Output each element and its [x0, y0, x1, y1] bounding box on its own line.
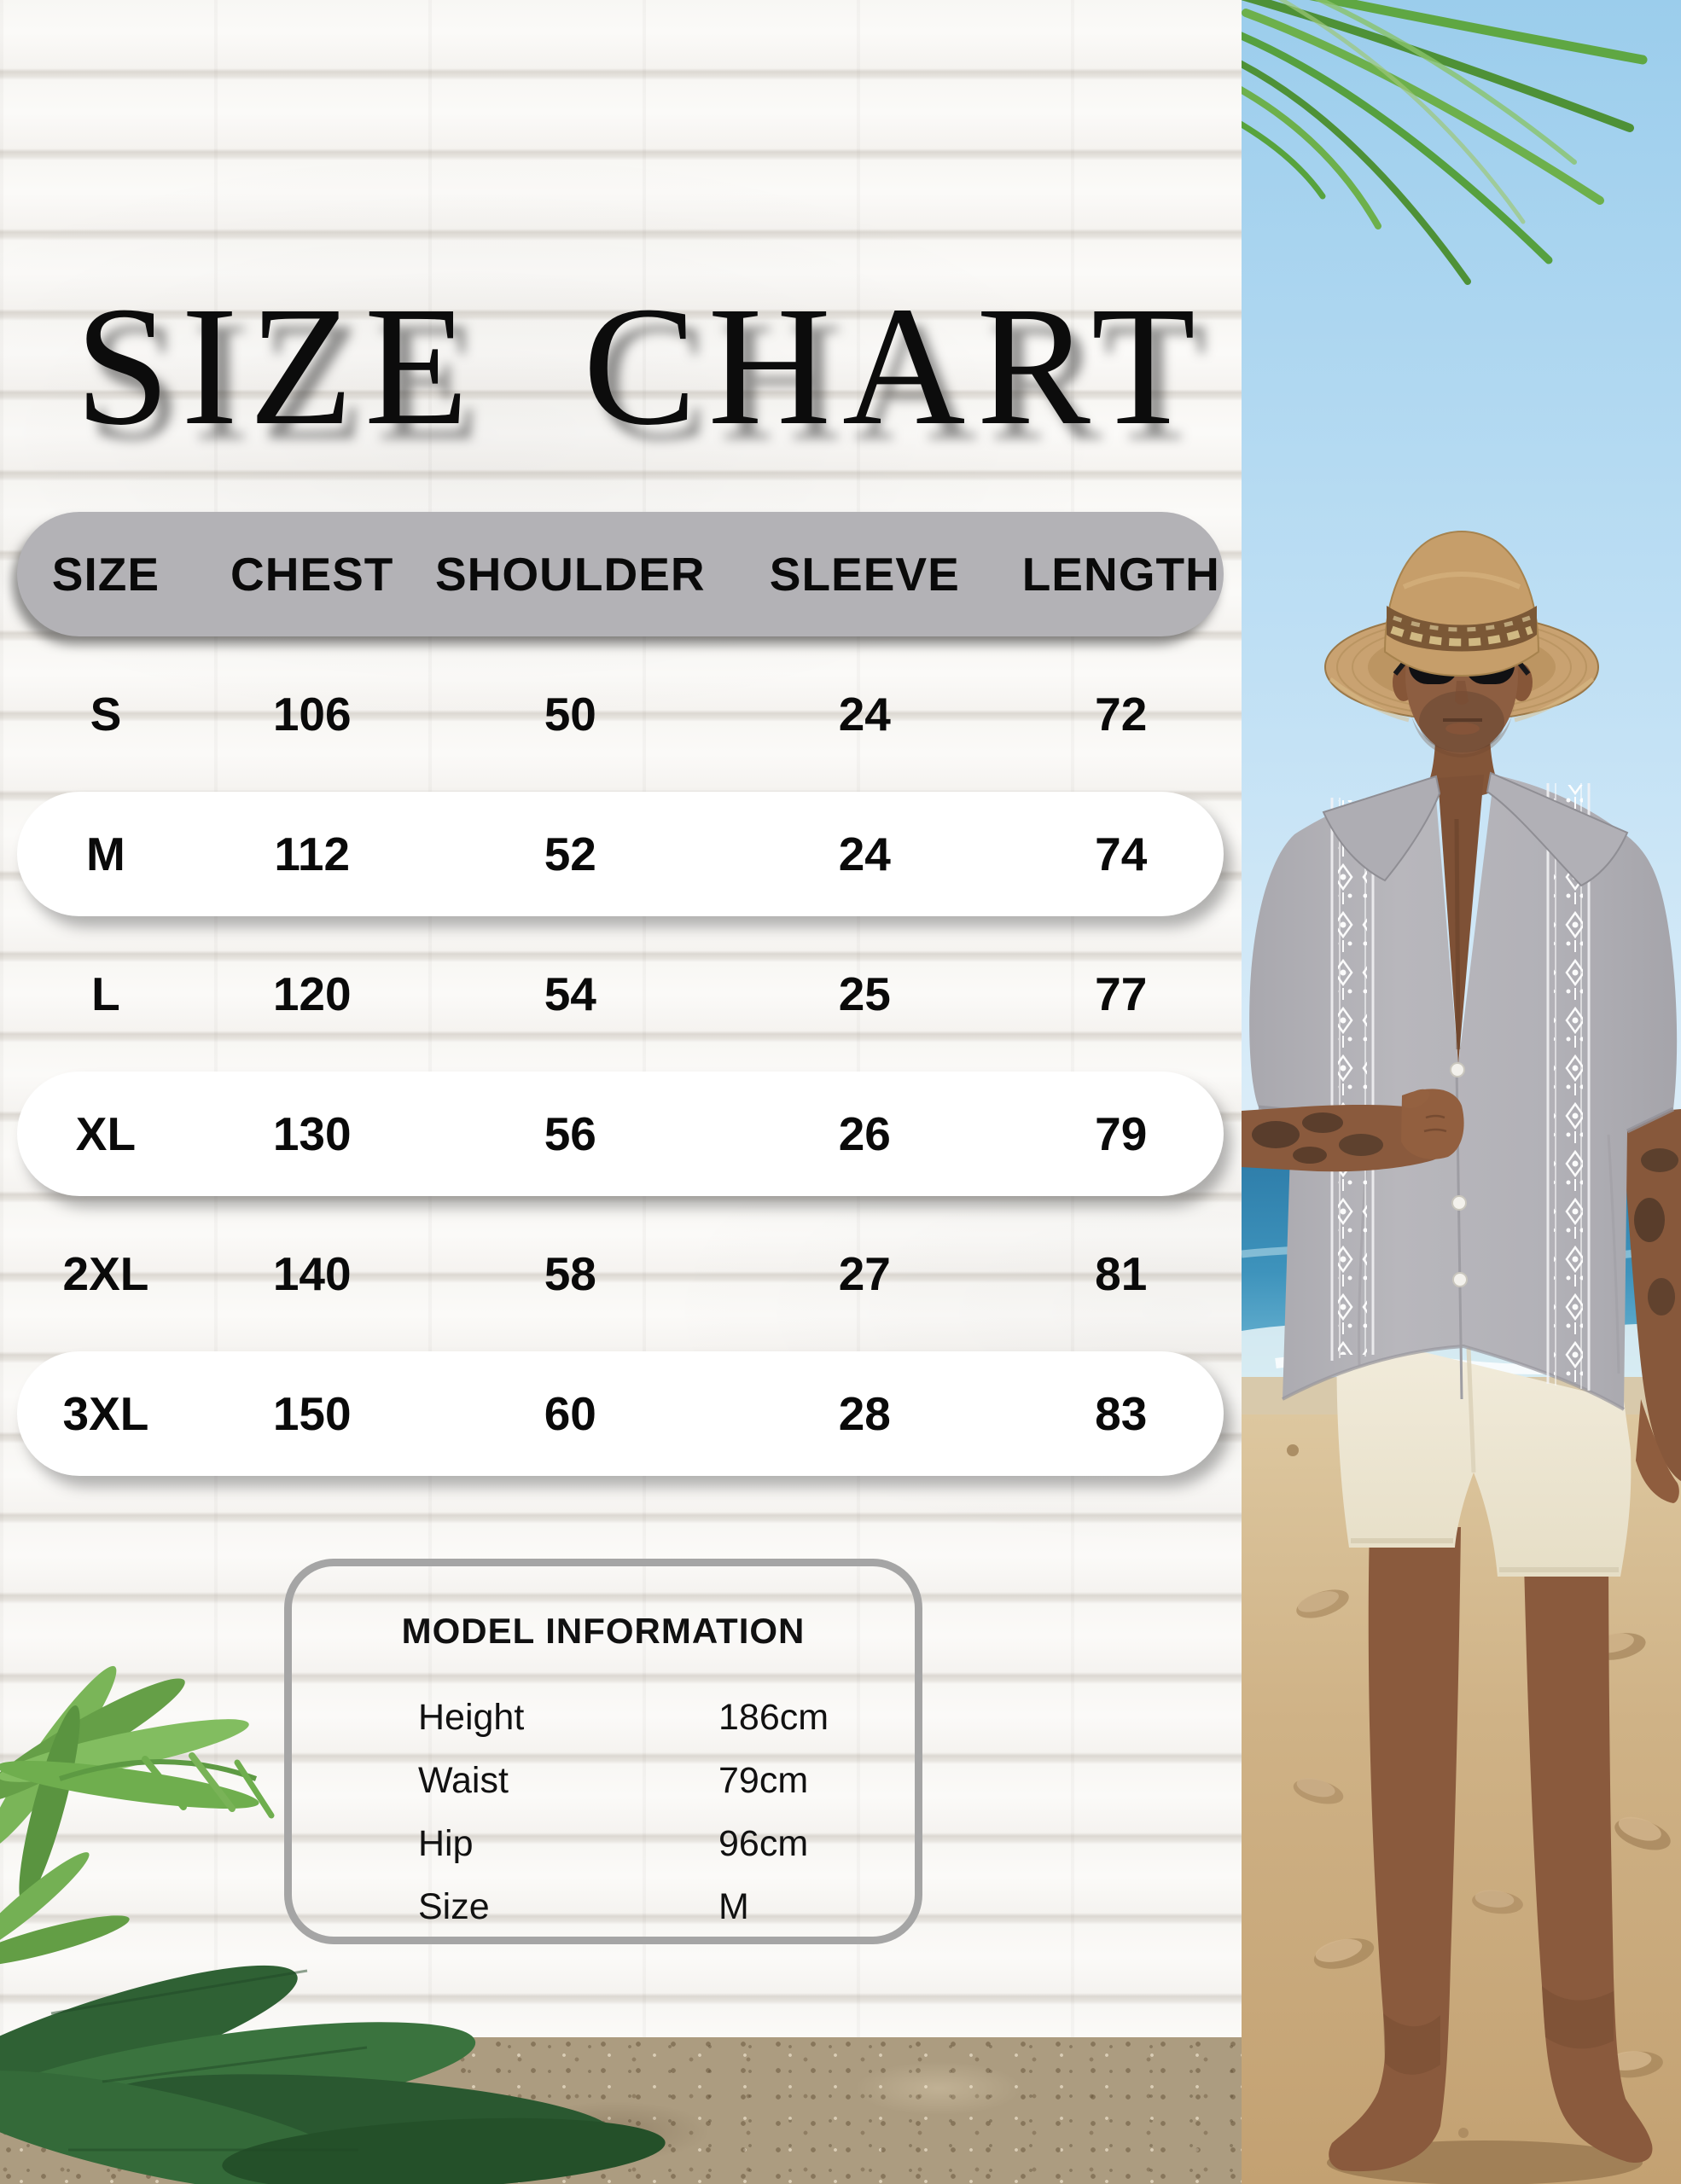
length-cell: 74 — [1095, 828, 1148, 880]
length-cell: 83 — [1095, 1387, 1148, 1440]
col-header-size: SIZE — [51, 548, 160, 601]
sleeve-cell: 28 — [838, 1387, 891, 1440]
model-info-value: 96cm — [718, 1822, 809, 1864]
model-info-value: M — [718, 1885, 749, 1927]
model-info-label: Height — [418, 1696, 525, 1738]
chest-cell: 140 — [272, 1247, 352, 1300]
palm-leaves-light — [0, 1665, 275, 1966]
model-info-label: Waist — [418, 1759, 509, 1801]
shoulder-cell: 50 — [544, 688, 596, 741]
right-arm — [1620, 1109, 1681, 1503]
beach-scene — [1242, 0, 1681, 2184]
sleeve-cell: 26 — [838, 1107, 891, 1160]
size-cell: S — [90, 688, 122, 741]
model-info-row-size: Size M — [418, 1875, 915, 1938]
shorts — [1336, 1331, 1632, 1577]
chest-cell: 120 — [272, 967, 352, 1020]
model-info-value: 79cm — [718, 1759, 809, 1801]
chest-cell: 130 — [272, 1107, 352, 1160]
model-info-row-height: Height 186cm — [418, 1686, 915, 1749]
sleeve-cell: 27 — [838, 1247, 891, 1300]
chest-cell: 106 — [272, 688, 352, 741]
button-placket — [1450, 1062, 1468, 1400]
shirt-button — [1451, 1195, 1467, 1211]
table-row-s: S 106 50 24 72 — [17, 652, 1224, 776]
palm-frond-top-icon — [1242, 0, 1648, 285]
shoulder-cell: 58 — [544, 1247, 596, 1300]
shoulder-cell: 54 — [544, 967, 596, 1020]
nose — [1455, 681, 1469, 705]
shirt-collar — [1322, 771, 1629, 887]
model-info-label: Size — [418, 1885, 490, 1927]
length-cell: 77 — [1095, 967, 1148, 1020]
chest-skin — [1438, 775, 1484, 1065]
footprints — [1287, 1429, 1671, 2138]
length-cell: 81 — [1095, 1247, 1148, 1300]
chest-cell: 112 — [274, 828, 351, 880]
col-header-chest: CHEST — [230, 548, 394, 601]
model-info-box: MODEL INFORMATION Height 186cm Waist 79c… — [284, 1559, 922, 1944]
length-cell: 79 — [1095, 1107, 1148, 1160]
shoulder-cell: 56 — [544, 1107, 596, 1160]
palm-plant-decoration — [0, 1665, 666, 2184]
model-info-row-waist: Waist 79cm — [418, 1749, 915, 1812]
table-row-xl: XL 130 56 26 79 — [17, 1072, 1224, 1196]
table-row-3xl: 3XL 150 60 28 83 — [17, 1351, 1224, 1476]
shirt-embroidery-bands — [1330, 783, 1591, 1391]
size-cell: XL — [75, 1107, 137, 1160]
sleeve-cell: 25 — [838, 967, 891, 1020]
table-row-2xl: 2XL 140 58 27 81 — [17, 1211, 1224, 1336]
left-arm — [1242, 1089, 1464, 1172]
model-info-row-hip: Hip 96cm — [418, 1812, 915, 1875]
model-info-rows: Height 186cm Waist 79cm Hip 96cm Size M — [292, 1686, 915, 1938]
table-row-m: M 112 52 24 74 — [17, 792, 1224, 916]
size-cell: 3XL — [62, 1387, 149, 1440]
size-table-body: S 106 50 24 72 M 112 52 24 74 L 120 54 2… — [17, 652, 1224, 1476]
palm-leaves-dark — [0, 1965, 666, 2184]
sleeve-cell: 24 — [838, 688, 891, 741]
model-figure — [1242, 531, 1681, 2184]
model-info-title: MODEL INFORMATION — [401, 1611, 806, 1651]
shirt-button — [1450, 1062, 1465, 1077]
size-cell: M — [86, 828, 125, 880]
shoulder-cell: 52 — [544, 828, 596, 880]
page-title: SIZE CHART — [75, 272, 1207, 461]
straw-hat-crown — [1329, 531, 1595, 723]
legs — [1329, 1527, 1653, 2172]
model-info-label: Hip — [418, 1822, 474, 1864]
col-header-sleeve: SLEEVE — [769, 548, 960, 601]
shirt-button — [1452, 1272, 1468, 1287]
col-header-shoulder: SHOULDER — [434, 548, 706, 601]
model-photo — [1242, 0, 1681, 2184]
chest-cell: 150 — [272, 1387, 352, 1440]
model-info-value: 186cm — [718, 1696, 829, 1738]
sleeve-cell: 24 — [838, 828, 891, 880]
col-header-length: LENGTH — [1021, 548, 1220, 601]
size-table-header: SIZE CHEST SHOULDER SLEEVE LENGTH — [17, 512, 1224, 636]
shoulder-cell: 60 — [544, 1387, 596, 1440]
size-cell: 2XL — [62, 1247, 149, 1300]
size-cell: L — [91, 967, 120, 1020]
length-cell: 72 — [1095, 688, 1148, 741]
size-table: SIZE CHEST SHOULDER SLEEVE LENGTH S 106 … — [17, 512, 1224, 1476]
table-row-l: L 120 54 25 77 — [17, 932, 1224, 1056]
